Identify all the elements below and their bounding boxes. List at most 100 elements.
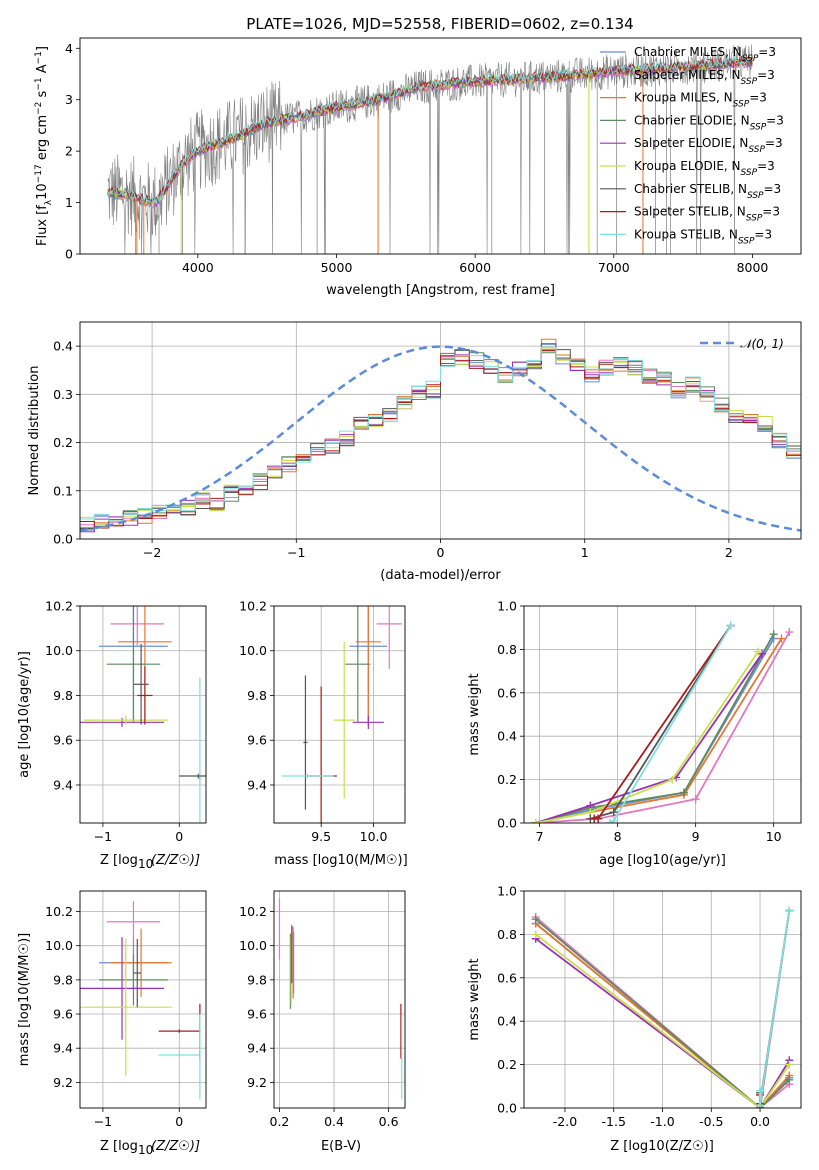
plot-clip (80, 891, 206, 1108)
figure-title: PLATE=1026, MJD=52558, FIBERID=0602, z=0… (246, 15, 633, 33)
y-tick-label: 9.2 (247, 1075, 267, 1090)
y-tick-label: 0.0 (497, 816, 517, 831)
axes-frame (273, 605, 406, 824)
legend-label: Kroupa STELIB, NSSP=3 (634, 227, 772, 246)
legend-label-sub: SSP (750, 122, 767, 132)
y-tick-label: 0.1 (53, 483, 73, 498)
label-part: λ (44, 199, 54, 205)
x-axis-label-sub: 10 (138, 1143, 153, 1157)
legend-label-tail: =3 (758, 45, 776, 59)
series-marker (609, 808, 618, 817)
y-tick-label: 0.6 (497, 685, 517, 700)
y-tick-label: 10.2 (45, 599, 73, 614)
series-line (535, 918, 790, 1108)
legend-label-main: Chabrier MILES, N (634, 45, 742, 59)
x-axis-label: Z [log10(Z/Z☉)] (610, 1139, 714, 1154)
series-marker (785, 906, 794, 915)
legend-label-main: Kroupa ELODIE, N (634, 159, 741, 173)
series-marker (531, 915, 540, 924)
series-marker (756, 1086, 765, 1095)
x-axis-label-tail: (Z/Z☉)] (151, 1139, 200, 1154)
axes-frame (79, 37, 802, 255)
y-tick-label: 0.0 (497, 1101, 517, 1116)
series-marker (785, 628, 794, 637)
y-tick-label: 10.2 (239, 904, 267, 919)
x-axis-label: Z [log (100, 1139, 138, 1154)
series-line (535, 916, 790, 1108)
model-fit-line (107, 55, 753, 205)
x-axis-label: mass [log10(M/M☉)] (274, 853, 407, 868)
series-line (535, 651, 759, 823)
data-point (99, 954, 168, 1006)
series-line (535, 631, 791, 823)
plot-clip (274, 606, 405, 823)
axes-frame (523, 890, 802, 1109)
axes-frame (79, 605, 207, 824)
y-tick-label: 9.8 (247, 972, 267, 987)
legend-label: Salpeter MILES, NSSP=3 (634, 68, 775, 87)
y-tick-label: 3 (65, 92, 73, 107)
label-part: −2 (34, 102, 44, 115)
series-line (535, 937, 791, 1108)
histogram-steps (80, 346, 801, 522)
x-axis-label: E(B-V) (321, 1139, 361, 1154)
y-tick-label: 10.2 (45, 904, 73, 919)
y-axis-label: mass weight (467, 673, 482, 755)
series-line (590, 625, 732, 820)
x-tick-label: 0.0 (750, 1114, 770, 1129)
y-tick-label: 0.8 (497, 642, 517, 657)
x-tick-label: 0.2 (270, 1114, 290, 1129)
data-point (110, 928, 172, 997)
x-tick-label: -1.0 (650, 1114, 674, 1129)
data-point (83, 715, 168, 725)
y-axis-label: mass [log10(M/M☉)] (17, 933, 32, 1066)
y-tick-label: 1 (65, 195, 73, 210)
y-tick-label: 10.0 (239, 938, 267, 953)
series-marker (756, 1101, 765, 1108)
legend-label-sub: SSP (746, 214, 763, 224)
y-tick-label: 0.2 (497, 772, 517, 787)
series-marker (668, 775, 677, 784)
label-part: s (35, 90, 50, 101)
legend-label-main: Chabrier STELIB, N (634, 182, 747, 196)
y-tick-label: 10.0 (239, 643, 267, 658)
y-tick-label: 9.8 (247, 688, 267, 703)
legend-label-main: Kroupa STELIB, N (634, 227, 738, 241)
axes-residuals: −2 −1 0 1 2 0.0 0.1 0.2 0.3 0.4 (data-model)/error… (27, 321, 802, 583)
series-line (535, 653, 763, 823)
legend-label-tail: =3 (749, 91, 767, 105)
data-point (281, 773, 334, 779)
axes-frame (523, 605, 802, 824)
data-point (345, 606, 371, 723)
x-axis-label: Z [log (100, 853, 138, 868)
label-part: Flux [f (35, 205, 50, 246)
data-point (355, 606, 381, 725)
axes-frame (273, 890, 406, 1109)
legend-label-tail: =3 (764, 182, 782, 196)
series-marker (726, 621, 735, 630)
y-tick-label: 0.4 (497, 1014, 517, 1029)
plot-clip (274, 891, 405, 1108)
series-line (759, 910, 791, 1106)
plot-clip (524, 606, 801, 823)
y-tick-label: 4 (65, 41, 73, 56)
legend-label: Kroupa MILES, NSSP=3 (634, 91, 767, 110)
legend-label-tail: =3 (757, 159, 775, 173)
legend-label: 𝒩(0, 1) (740, 337, 784, 351)
series-marker (594, 814, 603, 823)
y-tick-label: 9.4 (247, 1041, 267, 1056)
y-tick-label: 1.0 (497, 599, 517, 614)
legend-label-main: Salpeter ELODIE, N (634, 136, 748, 150)
x-tick-label: -2.0 (553, 1114, 577, 1129)
x-tick-label: 6000 (459, 260, 491, 275)
y-tick-label: 0.0 (53, 532, 73, 547)
x-tick-label: −1 (94, 1114, 112, 1129)
legend-label-main: Salpeter MILES, N (634, 68, 741, 82)
series-line (535, 922, 790, 1108)
y-tick-label: 0 (65, 247, 73, 262)
legend-label-sub: SSP (733, 100, 750, 110)
y-tick-label: 9.6 (247, 1007, 267, 1022)
legend-label-main: Chabrier ELODIE, N (634, 113, 750, 127)
x-tick-label: 0 (175, 829, 183, 844)
x-tick-label: 2 (725, 545, 733, 560)
